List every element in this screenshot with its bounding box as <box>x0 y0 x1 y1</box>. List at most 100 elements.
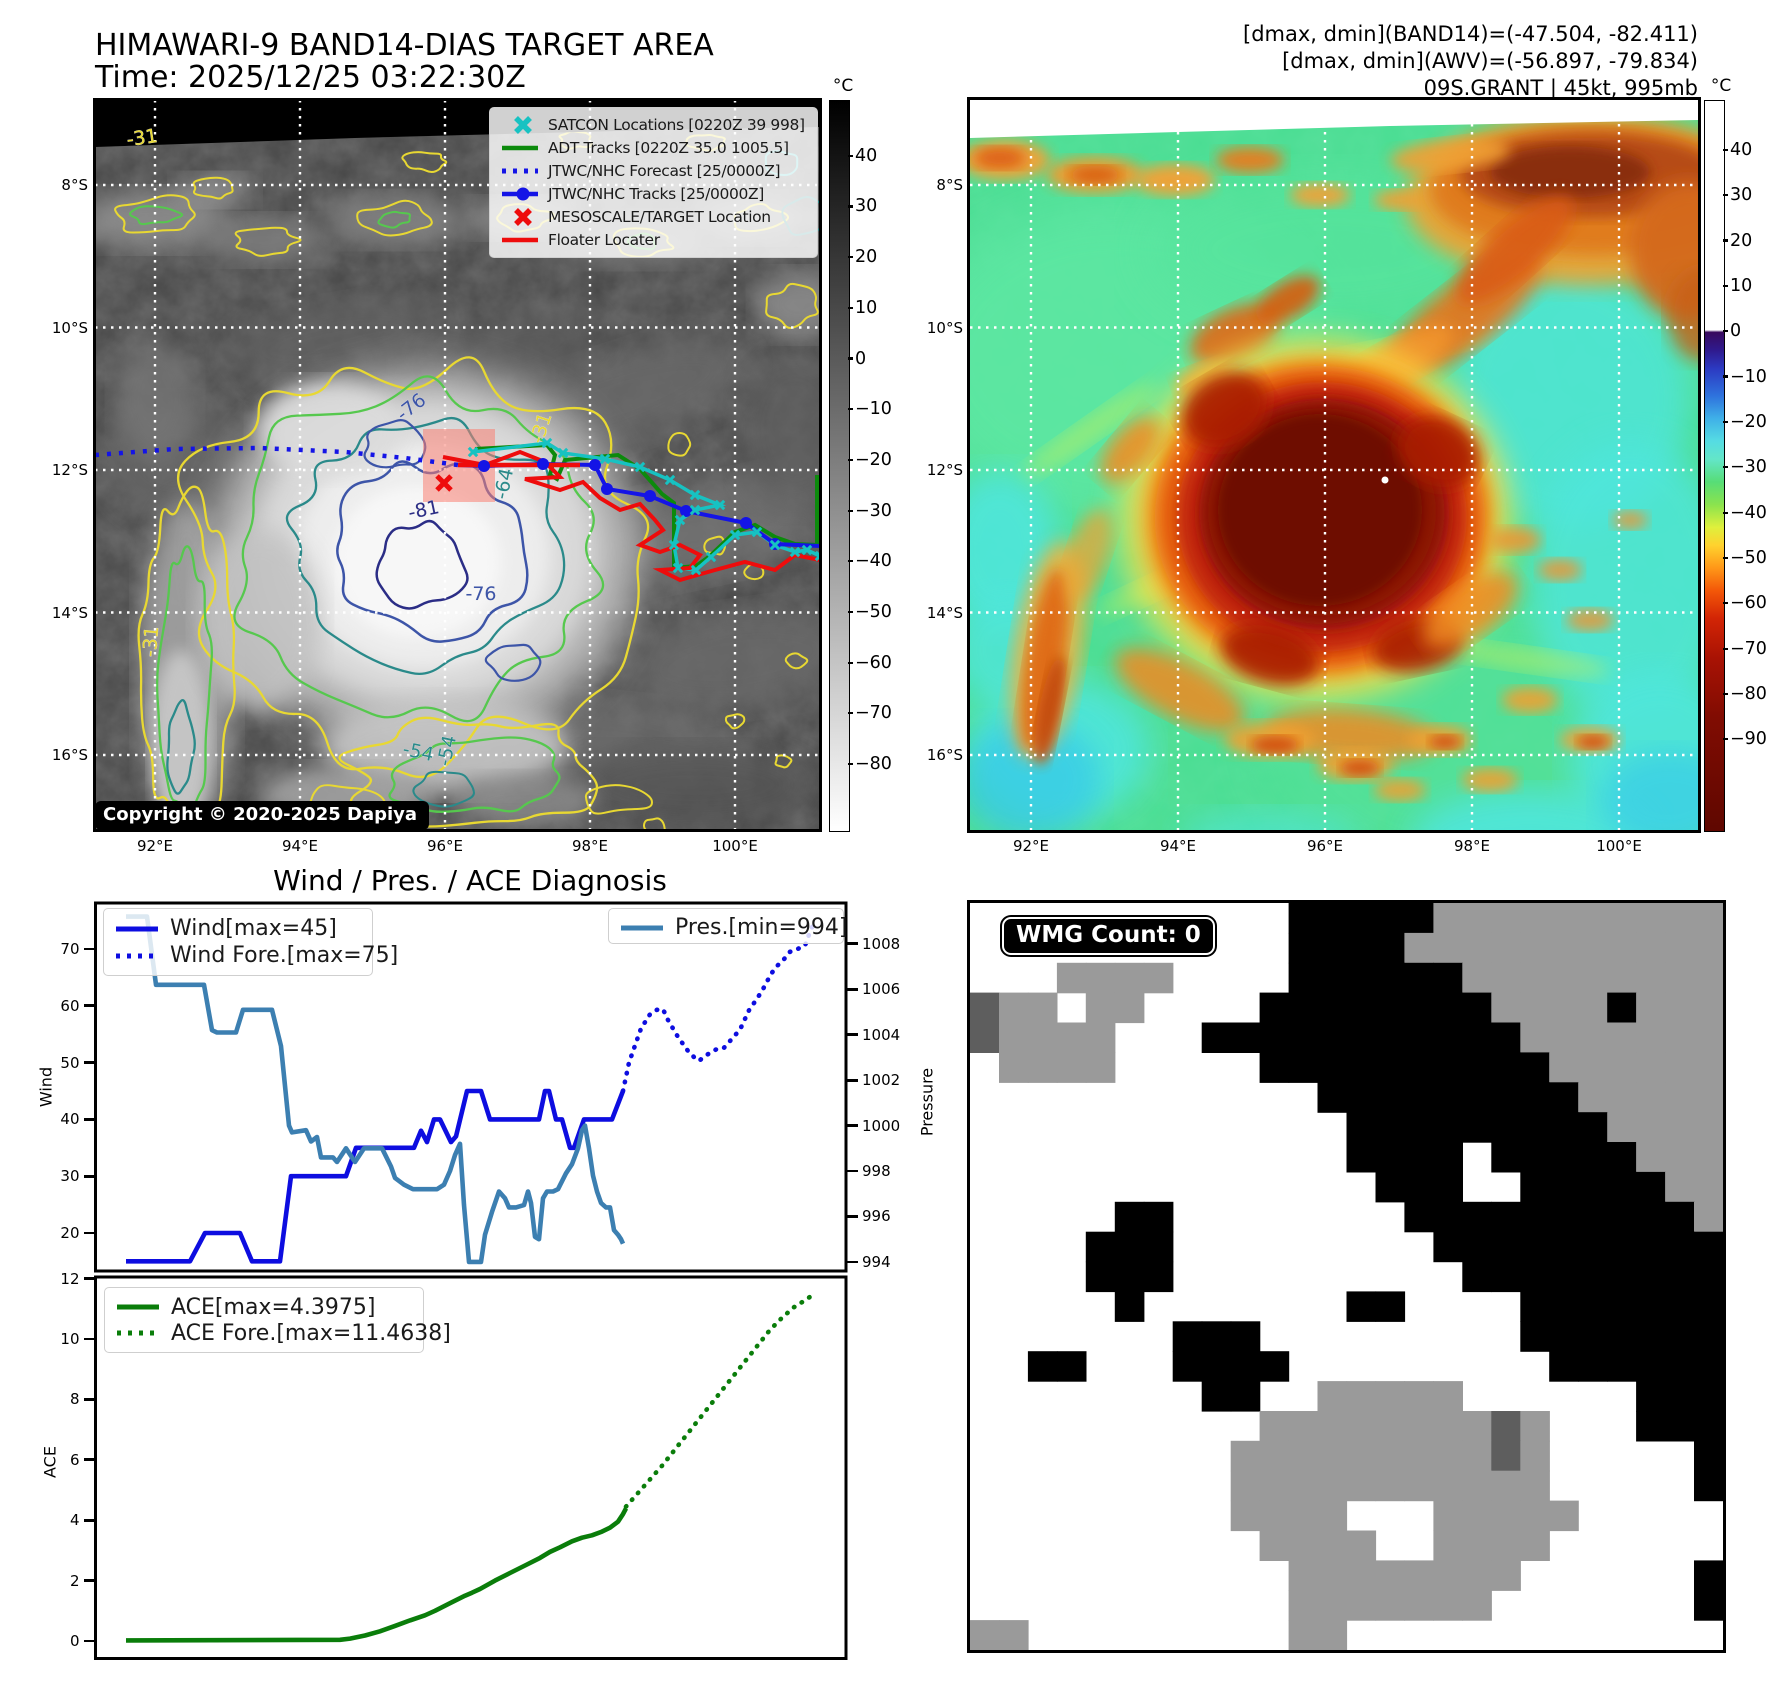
y2-tick-mark <box>846 1169 858 1173</box>
wmg-cell <box>1404 992 1434 1024</box>
wmg-cell <box>1578 903 1608 934</box>
colorbar-tick-mark <box>1723 647 1728 650</box>
wmg-cell <box>1520 962 1550 994</box>
wmg-cell <box>1636 1261 1666 1293</box>
wmg-cell <box>1433 1112 1463 1143</box>
wmg-cell <box>1578 1112 1608 1143</box>
x-tick-label: 100°E <box>1596 837 1642 855</box>
wmg-cell <box>1578 1052 1608 1083</box>
wmg-cell <box>1375 992 1406 1024</box>
wmg-cell <box>1578 932 1608 964</box>
wmg-cell <box>1694 1022 1723 1053</box>
wmg-cell <box>1317 1082 1348 1113</box>
wmg-cell <box>1665 1291 1695 1322</box>
band14-colorbar <box>829 100 850 832</box>
diagnosis-charts[interactable] <box>0 860 960 1690</box>
cloud-blob <box>1290 183 1350 207</box>
y2-tick-mark <box>846 1260 858 1264</box>
jtwc-track-point <box>680 505 692 517</box>
wmg-cell <box>1665 903 1695 934</box>
wmg-map[interactable] <box>970 903 1723 1650</box>
legend-row: MESOSCALE/TARGET Location <box>500 207 805 227</box>
wmg-cell <box>1549 1142 1579 1173</box>
wmg-cell <box>1520 1142 1550 1173</box>
wmg-cell <box>1317 1500 1348 1532</box>
x-tick-label: 100°E <box>712 837 758 855</box>
legend-marker <box>619 918 665 938</box>
wmg-cell <box>1433 1530 1463 1561</box>
adt-track <box>474 442 819 571</box>
awv-map[interactable] <box>970 100 1698 830</box>
contour-line <box>114 194 196 234</box>
colorbar-tick-mark <box>848 712 853 715</box>
wmg-cell <box>1636 1231 1666 1263</box>
wmg-cell <box>1694 1291 1723 1322</box>
wmg-cell <box>1491 1022 1521 1053</box>
wmg-cell <box>1317 1411 1348 1442</box>
awv-colorbar-unit: °C <box>1710 76 1732 96</box>
wmg-cell <box>1317 1620 1348 1650</box>
colorbar-tick-mark <box>1723 511 1728 514</box>
wmg-cell <box>1665 962 1695 994</box>
wmg-cell <box>1549 1500 1579 1532</box>
y-tick-label: 40 <box>60 1110 80 1129</box>
wmg-cell <box>1607 1022 1637 1053</box>
wmg-cell <box>1549 932 1579 964</box>
wmg-cell <box>1404 962 1434 994</box>
series-line-icon <box>117 1330 159 1336</box>
wmg-cell <box>1578 1231 1608 1263</box>
colorbar-tick-label: −60 <box>855 652 892 673</box>
satcon-x-icon <box>514 116 532 135</box>
colorbar-tick-label: −80 <box>855 754 892 775</box>
wmg-cell <box>1114 1201 1145 1233</box>
wmg-cell <box>999 992 1029 1024</box>
wmg-cell <box>1578 1351 1608 1382</box>
y-tick-label: 14°S <box>51 603 88 622</box>
y2-tick-mark <box>846 1078 858 1082</box>
dot-icon <box>516 187 530 201</box>
wmg-cell <box>1201 1381 1232 1412</box>
legend-row: ADT Tracks [0220Z 35.0 1005.5] <box>500 138 805 158</box>
wmg-cell <box>1520 1500 1550 1532</box>
contour-label: -64 <box>490 466 518 501</box>
wmg-cell <box>1288 1411 1319 1442</box>
wmg-cell <box>1491 1500 1521 1532</box>
cloud-blob <box>325 194 465 246</box>
wmg-cell <box>1433 1470 1463 1502</box>
wmg-cell <box>1636 1411 1666 1442</box>
y-tick-label: 12 <box>60 1269 80 1288</box>
series-line-icon <box>117 1304 159 1310</box>
target-x-marker <box>435 474 453 492</box>
ace-axis-label: ACE <box>40 1446 60 1478</box>
wmg-cell <box>1317 1022 1348 1053</box>
wmg-cell <box>1491 962 1521 994</box>
satcon-x-marker <box>674 514 686 526</box>
legend-label: ACE[max=4.3975] <box>171 1294 376 1320</box>
wmg-cell <box>1027 992 1058 1024</box>
wmg-cell <box>1462 1261 1492 1293</box>
colorbar-tick-mark <box>848 154 853 157</box>
y-tick-label: 10°S <box>926 318 963 337</box>
jtwc-track-point <box>644 490 656 502</box>
y-tick-mark <box>83 1337 96 1341</box>
wmg-cell <box>1636 903 1666 934</box>
wmg-cell <box>1694 1321 1723 1352</box>
wmg-cell <box>1462 932 1492 964</box>
wmg-cell <box>1375 1142 1406 1173</box>
series-line-icon <box>621 925 663 930</box>
y2-tick-mark <box>846 987 858 991</box>
y-tick-label: 20 <box>60 1223 80 1242</box>
awv-header-line: [dmax, dmin](BAND14)=(-47.504, -82.411) <box>1243 22 1698 46</box>
wmg-cell <box>1346 1052 1377 1083</box>
wind-legend: Wind[max=45] Wind Fore.[max=75] <box>103 908 398 976</box>
wmg-cell <box>1346 1381 1377 1412</box>
wmg-cell <box>1346 1411 1377 1442</box>
satcon-x-marker <box>557 447 569 459</box>
band14-title: HIMAWARI-9 BAND14-DIAS TARGET AREA <box>95 28 714 63</box>
cloud-blob <box>625 606 820 714</box>
wmg-cell <box>1636 1171 1666 1203</box>
wmg-cell <box>1520 1291 1550 1322</box>
wmg-cell <box>1636 1201 1666 1233</box>
wmg-cell <box>970 1022 1000 1053</box>
